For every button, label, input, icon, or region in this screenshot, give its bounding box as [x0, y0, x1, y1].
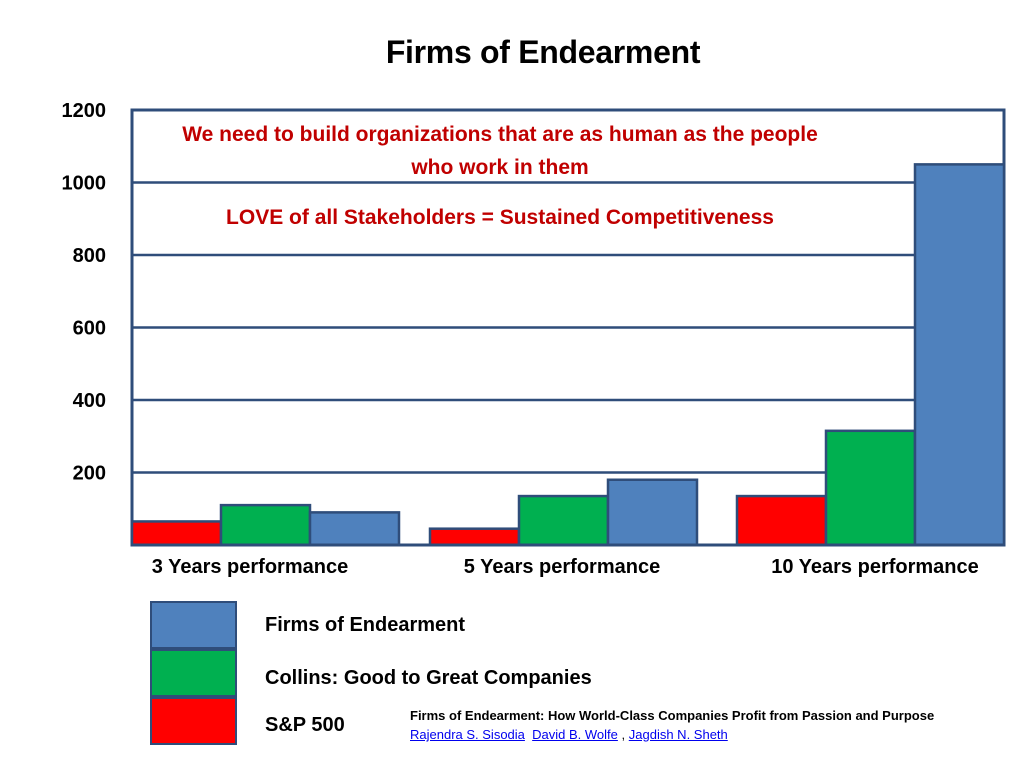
bar — [913, 163, 1006, 547]
chart-title: Firms of Endearment — [385, 34, 701, 70]
x-category-label: 5 Years performance — [463, 556, 661, 578]
annotation-human-organizations: We need to build organizations that are … — [182, 123, 818, 179]
y-tick-label: 800 — [73, 245, 106, 267]
bar — [517, 494, 610, 547]
citation-book-title: Firms of Endearment: How World-Class Com… — [410, 708, 935, 723]
bar — [735, 494, 828, 547]
x-category-label: 10 Years performance — [771, 556, 979, 578]
legend-label-collins: Collins: Good to Great Companies — [265, 667, 592, 689]
y-tick-label: 1000 — [62, 173, 107, 195]
legend-label-firms-of-endearment: Firms of Endearment — [265, 614, 466, 636]
x-category-label: 3 Years performance — [151, 556, 349, 578]
bar — [824, 429, 917, 547]
legend-swatch-firms-of-endearment — [150, 601, 237, 649]
y-tick-label: 400 — [73, 390, 106, 412]
annotation-love-stakeholders: LOVE of all Stakeholders = Sustained Com… — [226, 206, 774, 229]
author-link-sisodia[interactable]: Rajendra S. Sisodia — [410, 727, 525, 742]
bar — [606, 478, 699, 547]
legend-label-sp500: S&P 500 — [265, 714, 345, 736]
bar — [428, 527, 521, 547]
y-tick-label: 200 — [73, 463, 106, 485]
author-link-sheth[interactable]: Jagdish N. Sheth — [628, 727, 728, 742]
bar — [130, 520, 223, 547]
book-citation: Firms of Endearment: How World-Class Com… — [410, 706, 934, 744]
bar — [308, 511, 401, 547]
author-separator: , — [621, 727, 626, 742]
legend-swatch-collins — [150, 649, 237, 697]
citation-authors: Rajendra S. Sisodia David B. Wolfe , Jag… — [410, 725, 934, 744]
y-tick-label: 1200 — [62, 100, 107, 122]
bar — [219, 503, 312, 547]
legend-swatch-sp500 — [150, 697, 237, 745]
y-tick-label: 600 — [73, 318, 106, 340]
author-link-wolfe[interactable]: David B. Wolfe — [532, 727, 618, 742]
